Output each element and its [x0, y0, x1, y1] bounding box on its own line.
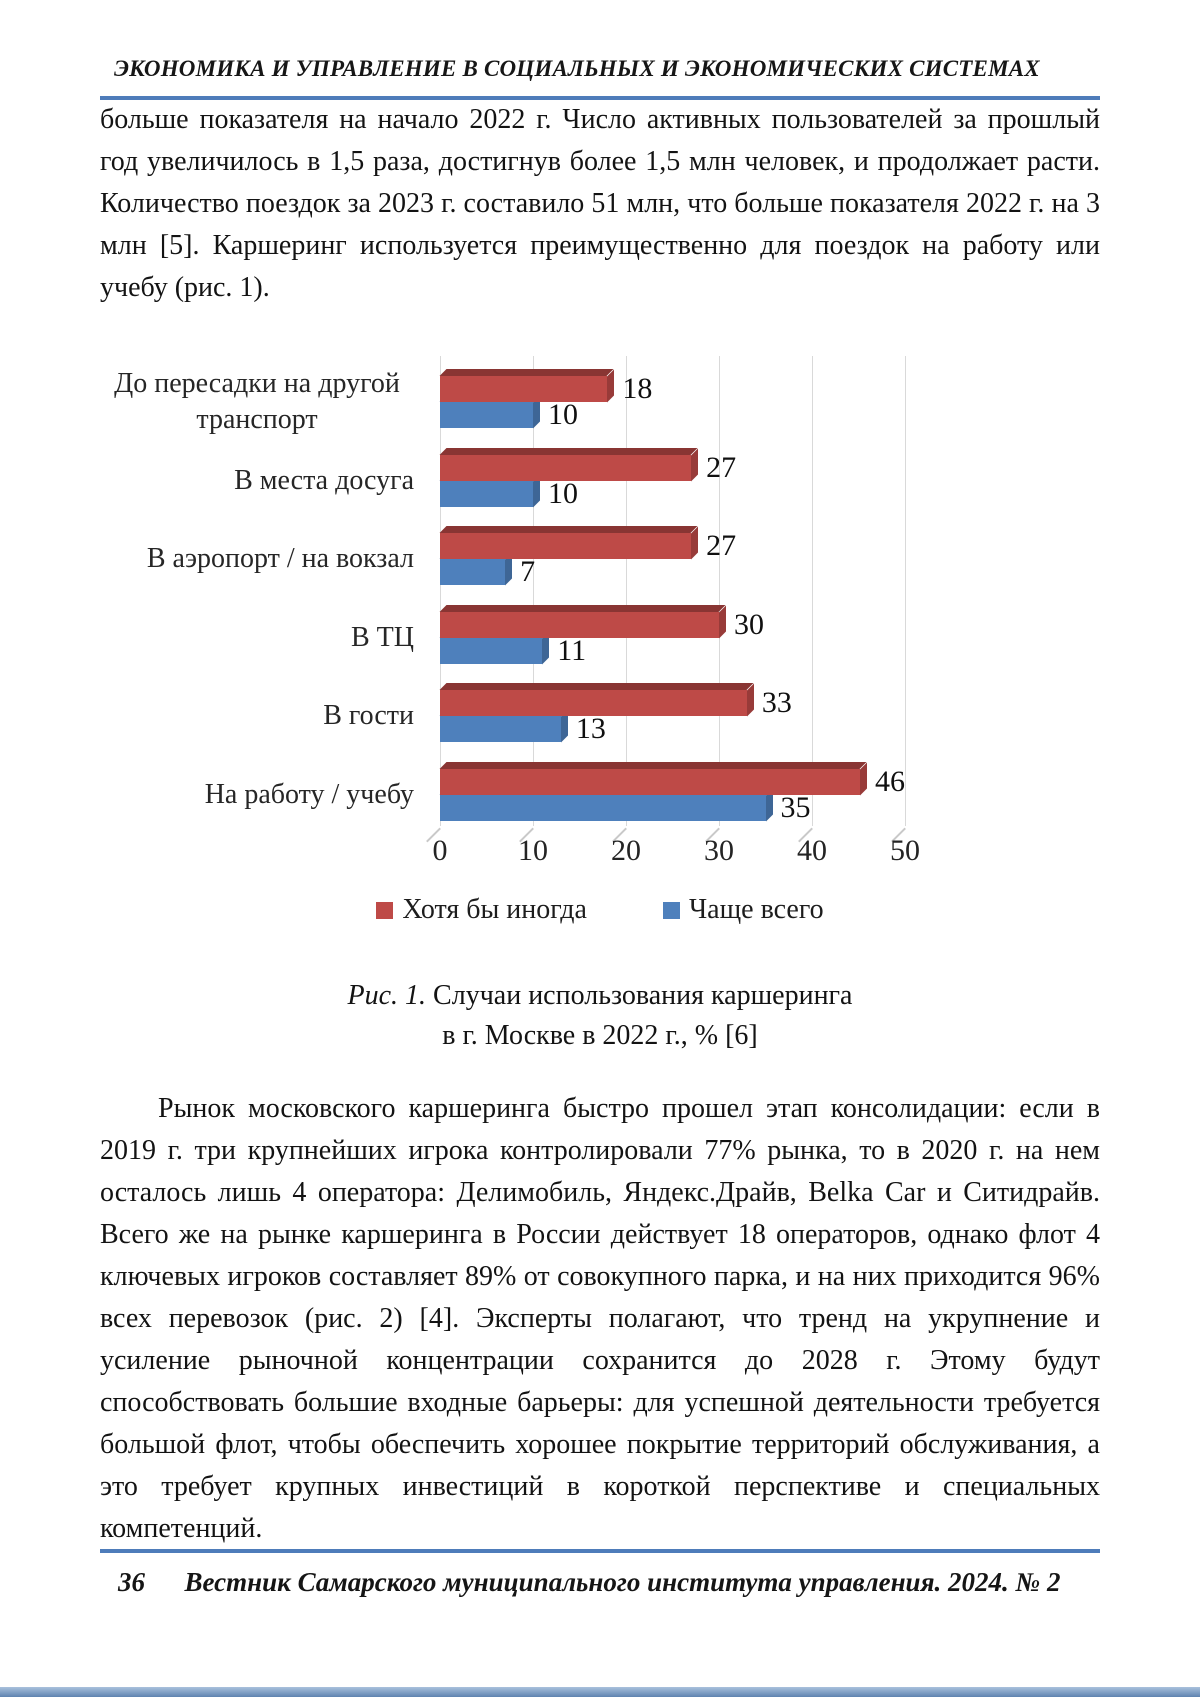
running-head: ЭКОНОМИКА И УПРАВЛЕНИЕ В СОЦИАЛЬНЫХ И ЭК… — [114, 56, 1040, 81]
legend-label: Чаще всего — [688, 894, 824, 925]
category-label: В ТЦ — [351, 621, 414, 653]
footer-rule — [100, 1549, 1100, 1553]
bar-at-least-sometimes — [440, 690, 747, 717]
bar-group: 18 10 — [440, 372, 905, 431]
bar-group: 30 11 — [440, 608, 905, 667]
category-label: В аэропорт / на вокзал — [146, 543, 414, 575]
page-number: 36 — [118, 1567, 145, 1597]
bar-at-least-sometimes — [440, 454, 692, 481]
page-footer: 36 Вестник Самарского муниципального инс… — [100, 1549, 1100, 1598]
bottom-bar — [0, 1687, 1200, 1697]
bar-most-often — [440, 637, 543, 664]
x-axis-label: 50 — [890, 834, 920, 867]
legend-item: Чаще всего — [662, 894, 824, 926]
bar-value-label: 35 — [780, 790, 811, 824]
chart-legend: Хотя бы иногда Чаще всего — [100, 890, 1100, 930]
bar-at-least-sometimes — [440, 376, 608, 402]
figure-caption: Рис. 1. Случаи использования каршеринга … — [100, 976, 1100, 1056]
gridline — [626, 356, 627, 826]
gridline — [440, 356, 441, 826]
journal-title: Вестник Самарского муниципального инстит… — [184, 1567, 1061, 1597]
category-axis: До пересадки на другой транспорт В места … — [100, 356, 440, 826]
bar-value-label: 27 — [706, 529, 737, 563]
category-label: В места досуга — [234, 464, 414, 496]
bar-row: 10 — [440, 477, 905, 510]
figure-1: До пересадки на другой транспорт В места … — [100, 356, 1100, 1056]
bar-at-least-sometimes — [440, 533, 692, 560]
bar-row: 33 — [440, 686, 905, 719]
x-axis-label: 20 — [611, 834, 641, 867]
x-axis-label: 40 — [797, 834, 827, 867]
x-axis-label: 0 — [432, 834, 448, 867]
bar-value-label: 46 — [875, 764, 905, 798]
gridline — [812, 356, 813, 826]
x-axis-label: 10 — [518, 834, 548, 867]
bar-row: 35 — [440, 791, 905, 824]
bar-row: 30 — [440, 608, 905, 641]
carsharing-usage-chart: До пересадки на другой транспорт В места … — [100, 356, 1100, 930]
bar-value-label: 10 — [548, 476, 578, 510]
header-rule — [100, 96, 1100, 100]
bar-value-label: 11 — [557, 633, 587, 667]
gridline — [905, 356, 906, 826]
bar-most-often — [440, 402, 533, 428]
bar-value-label: 10 — [548, 398, 578, 431]
bar-row: 10 — [440, 398, 905, 431]
legend-swatch-blue — [662, 901, 680, 919]
gridline — [533, 356, 534, 826]
bar-at-least-sometimes — [440, 768, 860, 795]
legend-swatch-red — [376, 901, 394, 919]
bar-value-label: 7 — [520, 555, 536, 589]
bar-most-often — [440, 559, 506, 586]
caption-line-2: в г. Москве в 2022 г., % [6] — [442, 1020, 758, 1051]
bar-row: 27 — [440, 529, 905, 562]
bar-at-least-sometimes — [440, 611, 719, 638]
category-label: В гости — [323, 700, 414, 732]
caption-line-1: Рис. 1. Случаи использования каршеринга — [347, 980, 853, 1011]
category-label: До пересадки на другой транспорт — [114, 368, 400, 435]
bar-group: 46 35 — [440, 765, 905, 824]
bar-groups: 18 10 27 10 27 7 30 11 33 13 46 35 — [440, 372, 905, 824]
bar-most-often — [440, 716, 561, 743]
paragraph-2: Рынок московского каршеринга быстро прош… — [100, 1093, 1100, 1544]
bar-value-label: 18 — [622, 372, 653, 405]
gridline — [719, 356, 720, 826]
x-axis-label: 30 — [704, 834, 734, 867]
legend-item: Хотя бы иногда — [376, 894, 587, 926]
bar-row: 13 — [440, 712, 905, 745]
bar-group: 27 10 — [440, 451, 905, 510]
bar-value-label: 33 — [761, 686, 792, 720]
bar-value-label: 30 — [734, 607, 764, 641]
legend-label: Хотя бы иногда — [402, 894, 587, 925]
bar-group: 27 7 — [440, 529, 905, 588]
bar-value-label: 13 — [575, 712, 606, 746]
bar-row: 11 — [440, 634, 905, 667]
bar-group: 33 13 — [440, 686, 905, 745]
bar-row: 18 — [440, 372, 905, 405]
bar-row: 27 — [440, 451, 905, 484]
plot-canvas: 18 10 27 10 27 7 30 11 33 13 46 35 — [426, 356, 906, 843]
bar-row: 46 — [440, 765, 905, 798]
bar-most-often — [440, 480, 533, 507]
category-label: На работу / учебу — [204, 778, 414, 810]
bar-most-often — [440, 794, 766, 821]
x-axis: 0 10 20 30 40 50 — [433, 826, 921, 872]
chart-plot-area: До пересадки на другой транспорт В места … — [100, 356, 1100, 843]
bar-row: 7 — [440, 555, 905, 588]
bar-value-label: 27 — [706, 450, 737, 484]
paragraph-1: больше показателя на начало 2022 г. Числ… — [100, 104, 1100, 303]
